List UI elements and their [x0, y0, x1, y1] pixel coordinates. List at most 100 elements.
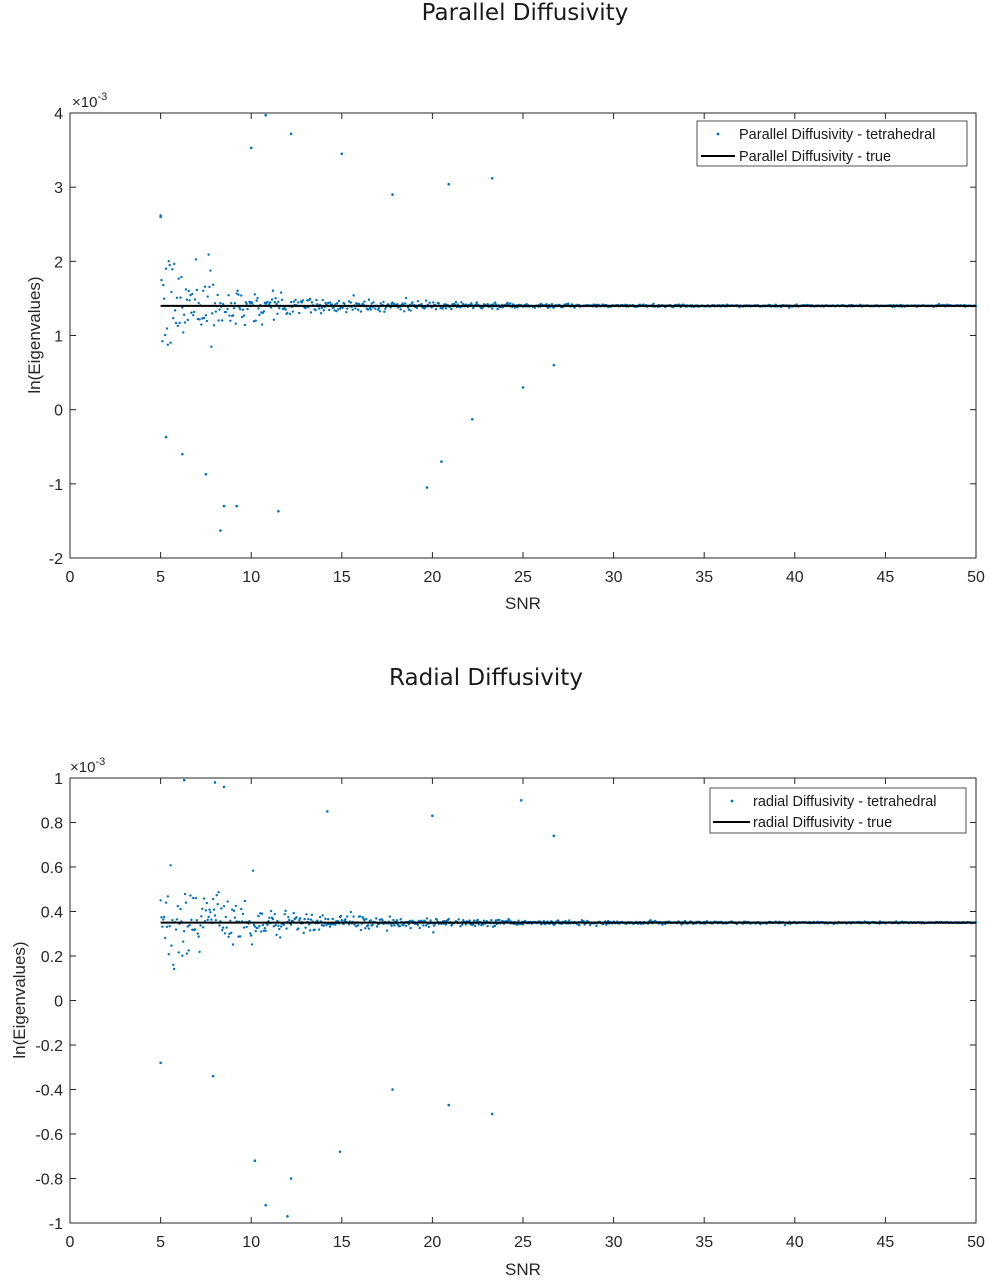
scatter-point: [182, 940, 185, 943]
scatter-point: [347, 300, 351, 303]
scatter-point: [481, 923, 485, 926]
x-tick-label: 45: [877, 1234, 895, 1251]
scatter-point: [242, 314, 246, 317]
scatter-point: [245, 302, 248, 306]
scatter-point: [298, 919, 301, 922]
scatter-point: [321, 914, 324, 917]
scatter-point: [266, 923, 269, 927]
scatter-point: [552, 834, 556, 838]
scatter-point: [366, 308, 370, 311]
scatter-point: [371, 923, 374, 926]
x-tick-label: 10: [242, 569, 260, 586]
scatter-point: [274, 923, 277, 927]
scatter-point: [262, 929, 266, 932]
scatter-point: [253, 293, 257, 296]
scatter-point: [294, 298, 297, 302]
y-tick-label: 0.4: [41, 905, 63, 922]
scatter-point: [364, 927, 367, 930]
scatter-point: [182, 313, 186, 316]
scatter-point: [289, 300, 293, 304]
scatter-point: [239, 308, 242, 311]
scatter-point: [328, 925, 332, 928]
scatter-point: [317, 307, 321, 310]
scatter-point: [275, 933, 278, 937]
scatter-point: [409, 309, 412, 312]
scatter-point: [588, 923, 592, 927]
x-tick-label: 40: [786, 569, 804, 586]
scatter-point: [482, 919, 486, 922]
y-tick-label: 0: [54, 994, 63, 1011]
scatter-point: [457, 918, 460, 921]
scatter-point: [233, 916, 237, 919]
scatter-point: [205, 319, 209, 323]
scatter-point: [159, 1061, 162, 1065]
scatter-point: [174, 928, 178, 931]
scatter-point: [276, 312, 279, 315]
x-axis-label: SNR: [505, 1260, 541, 1279]
scatter-point: [291, 310, 295, 313]
scatter-point: [567, 302, 570, 305]
scatter-point: [176, 904, 180, 908]
scatter-point: [357, 302, 361, 306]
scatter-point: [491, 925, 495, 928]
scatter-point: [207, 915, 210, 919]
scatter-point: [295, 916, 298, 919]
scatter-point: [783, 923, 787, 927]
x-tick-label: 0: [66, 1234, 75, 1251]
scatter-point: [345, 311, 348, 314]
scatter-point: [189, 293, 192, 297]
scatter-point: [209, 269, 212, 272]
y-axis-label: ln(Eigenvalues): [25, 276, 44, 393]
scatter-point: [349, 910, 353, 914]
scatter-point: [533, 306, 536, 309]
scatter-point: [377, 306, 381, 310]
scatter-point: [359, 928, 363, 932]
scatter-point: [297, 301, 300, 304]
scatter-point: [226, 307, 229, 311]
scatter-point: [404, 296, 408, 300]
scatter-point: [221, 319, 224, 322]
scatter-point: [253, 925, 257, 928]
scatter-point: [433, 924, 436, 927]
scatter-point: [220, 907, 223, 910]
scatter-point: [208, 285, 211, 289]
scatter-point: [390, 924, 393, 928]
scatter-point: [407, 923, 411, 926]
scatter-point: [212, 908, 216, 911]
scatter-point: [269, 301, 272, 304]
scatter-point: [241, 912, 245, 916]
scatter-point: [221, 929, 224, 932]
scatter-point: [210, 918, 213, 921]
scatter-point: [199, 924, 202, 927]
scatter-point: [222, 904, 226, 908]
scatter-point: [185, 298, 189, 301]
x-tick-label: 30: [605, 569, 623, 586]
scatter-point: [396, 306, 400, 309]
scatter-point: [356, 308, 360, 311]
scatter-point: [184, 288, 188, 291]
scatter-point: [183, 321, 187, 324]
scatter-point: [251, 869, 255, 872]
scatter-point: [256, 926, 259, 930]
scatter-point: [319, 312, 323, 315]
scatter-point: [425, 917, 429, 920]
x-tick-label: 5: [156, 1234, 165, 1251]
scatter-point: [162, 918, 165, 921]
legend-scatter-marker: [716, 132, 720, 136]
scatter-point: [175, 296, 179, 299]
scatter-point: [363, 300, 366, 303]
scatter-point: [209, 910, 212, 914]
scatter-point: [172, 967, 176, 971]
scatter-point: [173, 309, 177, 312]
scatter-point: [475, 301, 478, 304]
scatter-point: [242, 926, 246, 929]
scatter-point: [355, 925, 358, 928]
scatter-point: [273, 300, 276, 304]
scatter-point: [404, 302, 407, 305]
scatter-point: [516, 923, 519, 926]
scatter-point: [226, 900, 229, 903]
scatter-point: [301, 299, 305, 302]
scatter-point: [346, 307, 349, 310]
scatter-point: [314, 308, 317, 312]
scatter-point: [378, 918, 382, 921]
